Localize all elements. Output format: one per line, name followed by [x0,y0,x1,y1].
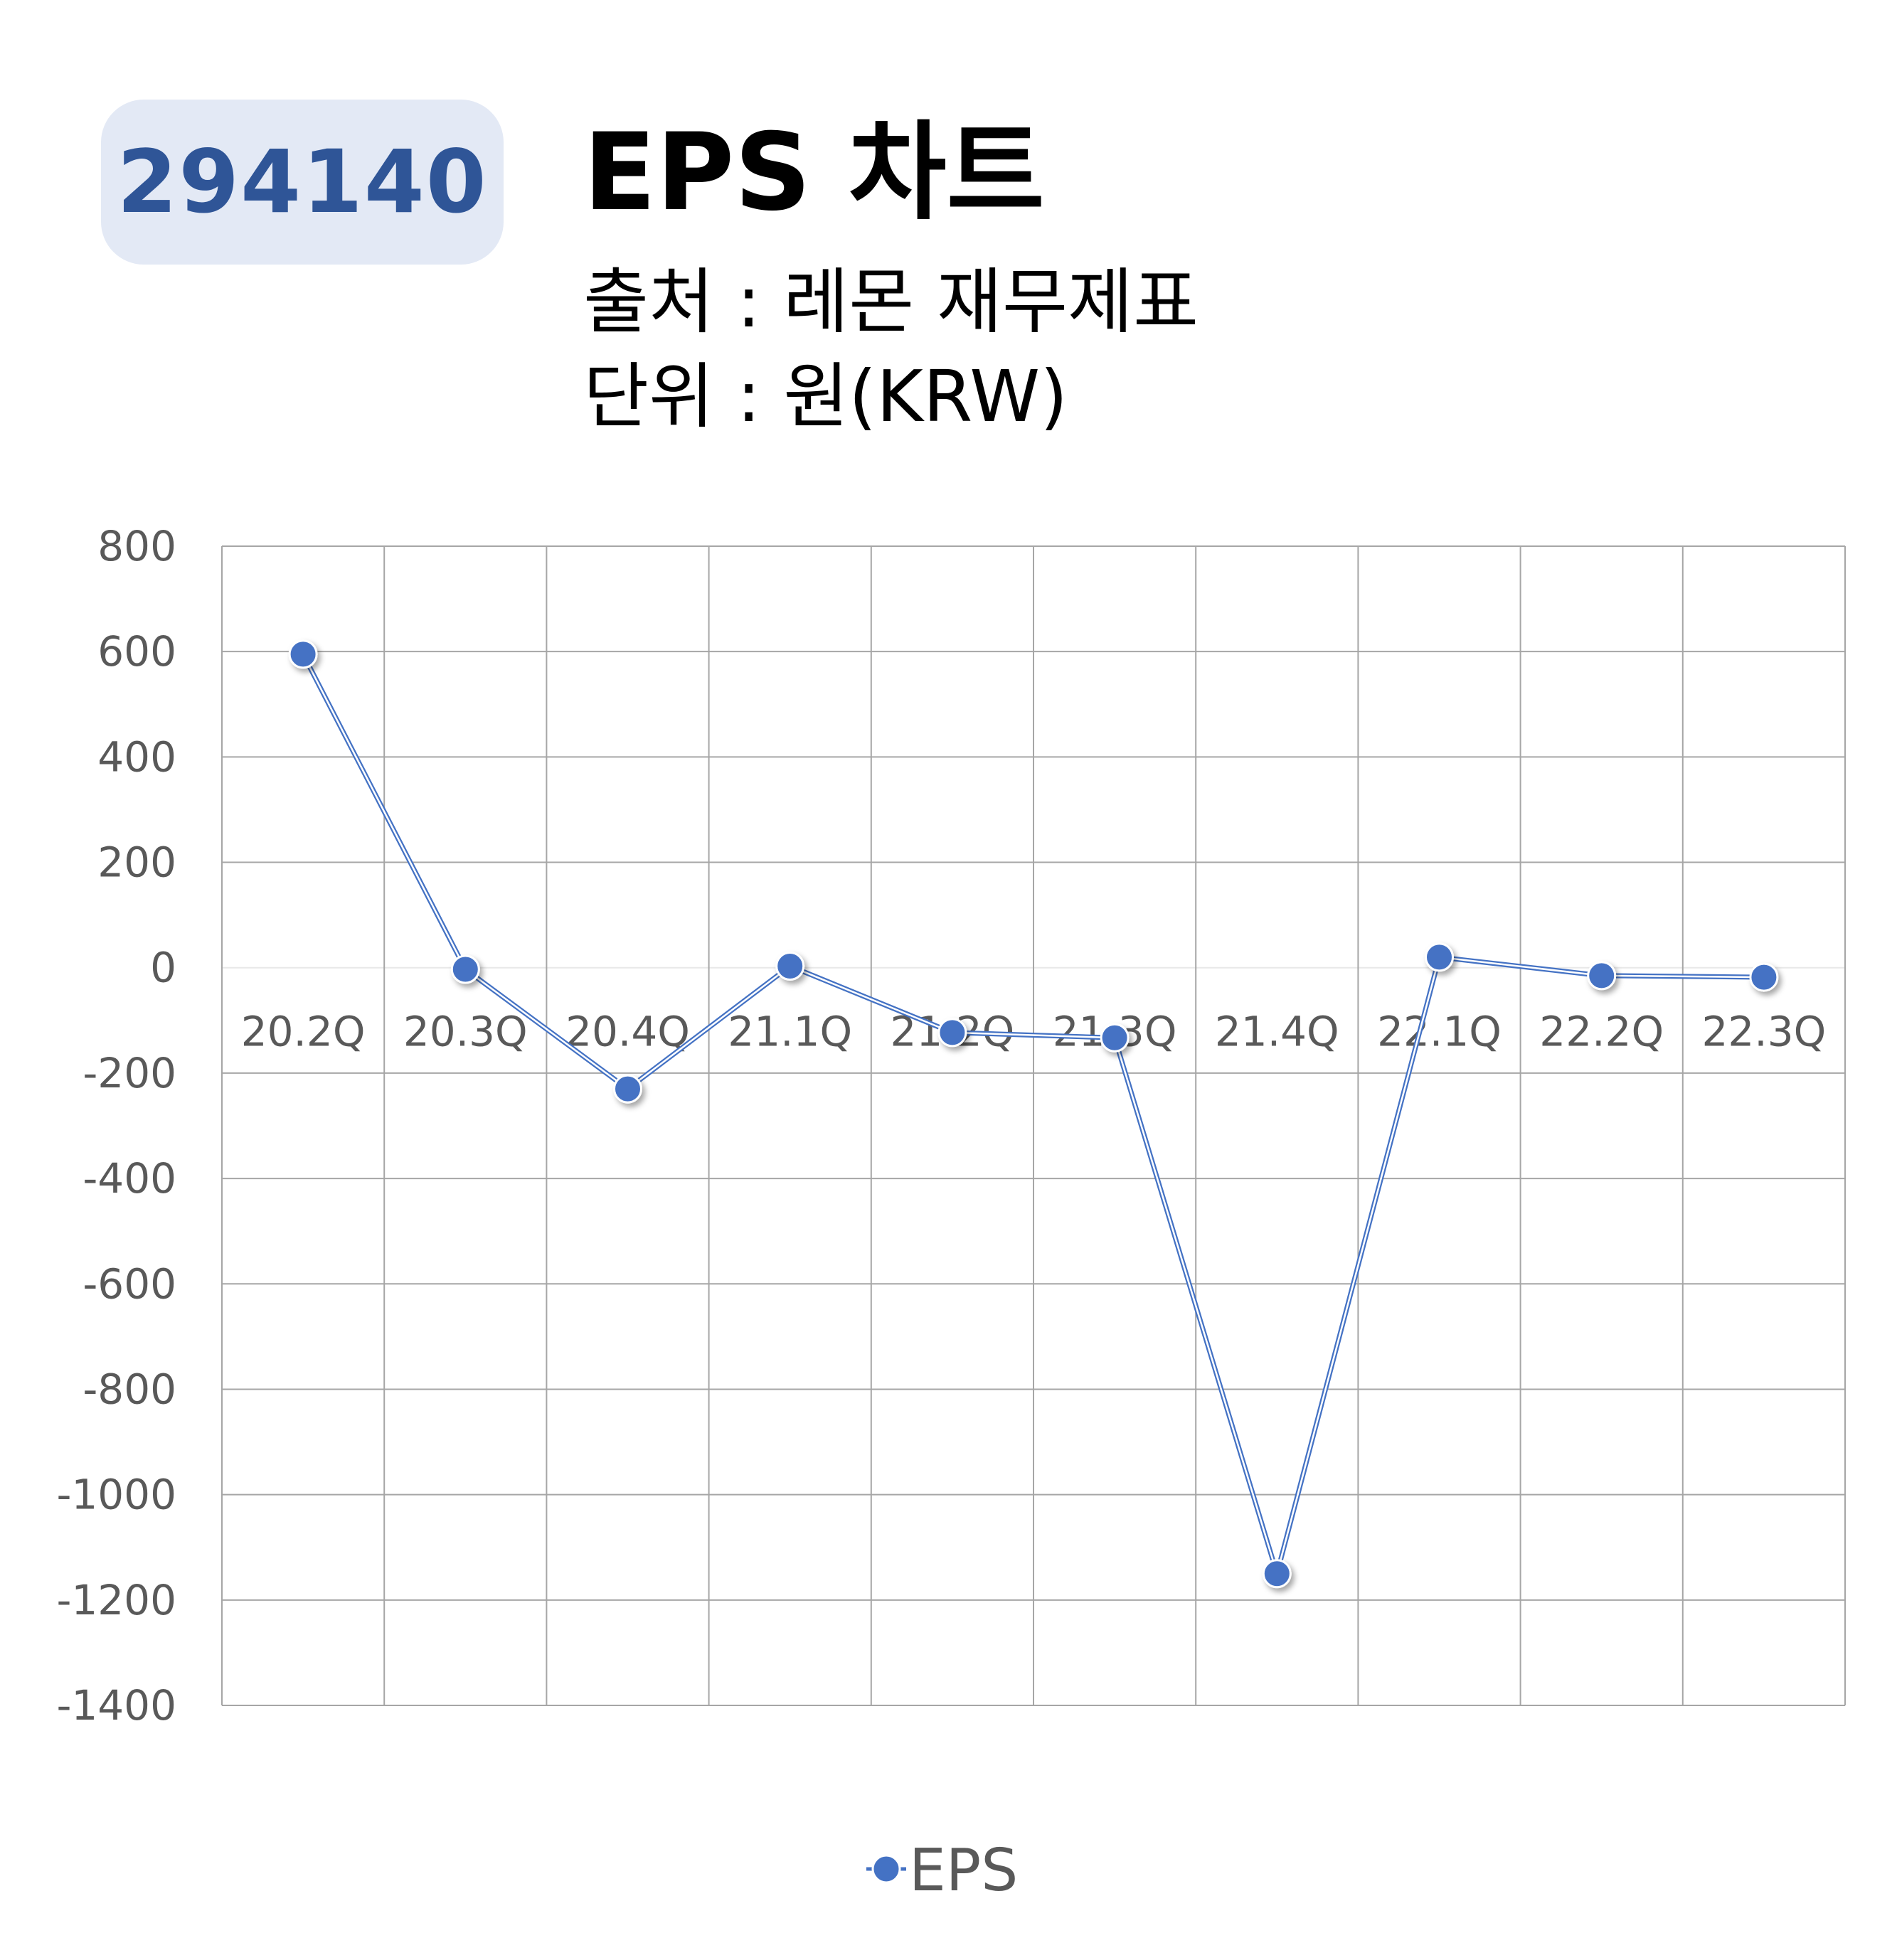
eps-point [450,954,480,984]
eps-point [1587,961,1617,991]
x-tick-label: 22.2Q [1539,1008,1664,1056]
y-tick-label: 200 [97,838,176,887]
eps-point [1100,1023,1130,1053]
grid [221,545,1846,1706]
legend-label: EPS [909,1837,1018,1905]
y-tick-label: -1000 [56,1471,176,1519]
y-tick-label: -600 [83,1259,176,1308]
y-tick-label: 0 [150,944,176,992]
x-tick-label: 20.3Q [403,1008,528,1056]
eps-point [1262,1559,1292,1589]
legend-point-marker [871,1854,901,1884]
y-tick-label: -1400 [56,1681,176,1730]
eps-point [1749,962,1779,992]
eps-line-inner [302,654,1764,1575]
x-axis-ticks: 20.2Q20.3Q20.4Q21.1Q21.2Q21.3Q21.4Q22.1Q… [241,1008,1827,1056]
x-tick-label: 21.1Q [728,1008,852,1056]
y-tick-label: -800 [83,1365,176,1413]
x-tick-label: 20.2Q [241,1008,366,1056]
eps-point [1425,942,1454,972]
eps-point [613,1074,642,1104]
stock-code: 294140 [117,132,488,233]
legend: EPS [866,1837,1018,1905]
y-tick-label: -1200 [56,1576,176,1624]
y-tick-label: 800 [97,522,176,570]
eps-point [775,952,805,981]
x-tick-label: 21.4Q [1215,1008,1339,1056]
x-tick-label: 22.1Q [1377,1008,1502,1056]
y-tick-label: 600 [97,627,176,676]
y-axis-ticks: 800 600 400 200 0 -200 -400 -600 -800 -1000 -1200 -… [56,522,176,1730]
y-tick-label: 400 [97,733,176,781]
eps-point [288,639,318,669]
x-tick-label: 20.4Q [565,1008,690,1056]
source-label: 출처 : 레몬 재무제표 [583,260,1199,343]
y-tick-label: -400 [83,1154,176,1203]
stock-code-badge: 294140 [101,100,504,265]
eps-series [288,639,1779,1589]
chart-title: EPS 차트 [583,111,1045,235]
y-tick-label: -200 [83,1049,176,1097]
x-tick-label: 22.3Q [1702,1008,1827,1056]
eps-point [937,1018,967,1048]
unit-label: 단위 : 원(KRW) [583,355,1068,438]
